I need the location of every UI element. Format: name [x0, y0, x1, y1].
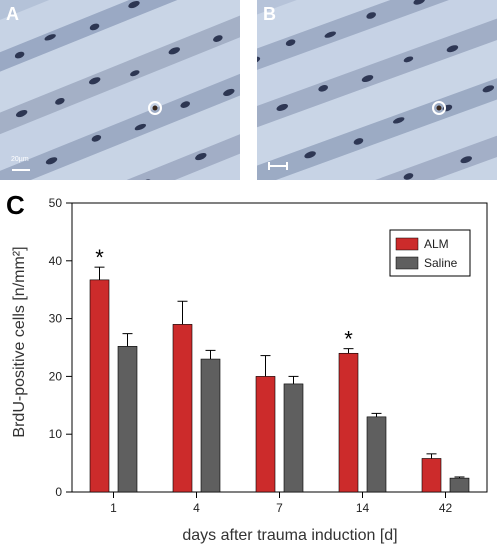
bar-saline	[449, 477, 470, 493]
significance-star: *	[95, 245, 104, 270]
legend-swatch-saline	[395, 256, 419, 270]
histology-image-b	[257, 0, 497, 180]
x-tick-label: 14	[356, 501, 370, 515]
legend-label-saline: Saline	[424, 256, 458, 270]
y-tick-label: 50	[49, 196, 63, 210]
x-tick-label: 42	[439, 501, 453, 515]
bar-alm	[172, 324, 193, 493]
y-tick-label: 20	[49, 369, 63, 383]
y-tick-label: 10	[49, 427, 63, 441]
bar-alm	[421, 458, 442, 493]
y-tick-label: 0	[55, 485, 62, 499]
bar-alm	[89, 279, 110, 493]
bar-saline	[283, 383, 304, 493]
bar-alm	[255, 376, 276, 493]
panel-b-label: B	[263, 4, 276, 24]
bar-alm	[338, 352, 359, 493]
x-axis-title: days after trauma induction [d]	[182, 527, 397, 544]
legend-swatch-alm	[395, 237, 419, 251]
x-tick-label: 1	[110, 501, 117, 515]
histology-panel-b: B	[257, 0, 497, 180]
x-tick-label: 4	[193, 501, 200, 515]
bar-saline	[200, 358, 221, 493]
histology-image-a	[0, 0, 240, 180]
x-tick-label: 7	[276, 501, 283, 515]
significance-star: *	[344, 327, 353, 352]
bar-saline	[366, 416, 387, 493]
y-tick-label: 30	[49, 312, 63, 326]
y-axis-title: BrdU-positive cells [n/mm²]	[11, 246, 28, 437]
panel-c-label: C	[6, 190, 25, 220]
histology-panel-a: A 20µm	[0, 0, 240, 180]
panel-a-label: A	[6, 4, 19, 24]
bar-saline	[117, 346, 138, 493]
legend-label-alm: ALM	[424, 237, 449, 251]
y-tick-label: 40	[49, 254, 63, 268]
scale-bar-label: 20µm	[11, 156, 29, 163]
